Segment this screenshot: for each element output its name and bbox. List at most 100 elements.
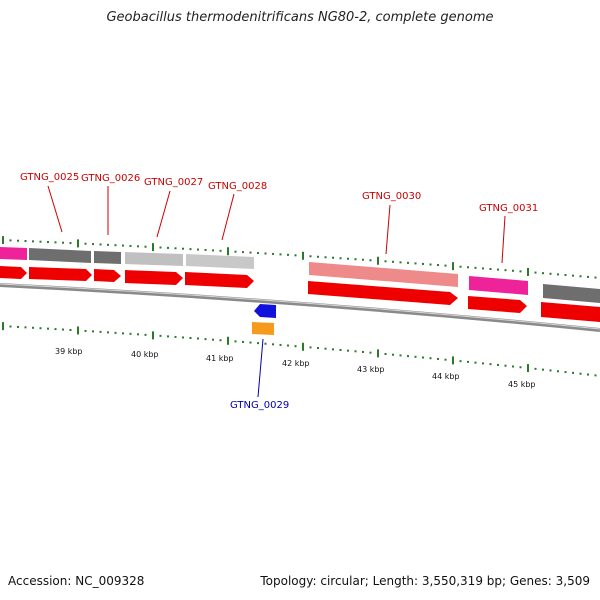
gene-block-gtng-0026[interactable] xyxy=(94,251,121,264)
inner-track-minor-tick xyxy=(347,349,349,352)
scale-label-42kbp: 42 kbp xyxy=(282,359,310,368)
gene-label-group: GTNG_0025 GTNG_0026 GTNG_0027 GTNG_0028 … xyxy=(20,172,538,411)
inner-track-minor-tick xyxy=(489,363,492,366)
scale-label-43kbp: 43 kbp xyxy=(357,365,385,374)
inner-track-minor-tick xyxy=(39,327,42,330)
outer-track-minor-tick xyxy=(474,266,477,269)
outer-track-minor-tick xyxy=(92,243,94,246)
cds-arrow-right[interactable] xyxy=(541,302,600,322)
gene-label-gtng-0026[interactable]: GTNG_0026 xyxy=(81,173,140,184)
gene-label-gtng-0025[interactable]: GTNG_0025 xyxy=(20,172,79,183)
cds-arrow-gtng-0030[interactable] xyxy=(308,281,458,305)
inner-track-minor-tick xyxy=(219,339,222,342)
gene-label-gtng-0029[interactable]: GTNG_0029 xyxy=(230,400,289,411)
outer-track-minor-tick xyxy=(542,272,544,275)
inner-track-minor-tick xyxy=(159,334,162,337)
scale-label-44kbp: 44 kbp xyxy=(432,372,460,381)
inner-track-minor-tick xyxy=(92,330,94,333)
gene-label-gtng-0030[interactable]: GTNG_0030 xyxy=(362,191,421,202)
outer-track-minor-tick xyxy=(339,257,342,260)
outer-track-minor-tick xyxy=(69,242,72,245)
outer-track-minor-tick xyxy=(39,240,42,243)
outer-track-minor-tick xyxy=(107,243,109,246)
outer-track-minor-tick xyxy=(332,256,334,259)
outer-track-minor-tick xyxy=(369,259,372,262)
leader-gtng-0029 xyxy=(257,338,264,398)
gene-label-gtng-0027[interactable]: GTNG_0027 xyxy=(144,177,203,188)
cds-arrow-gtng-0026[interactable] xyxy=(94,269,121,282)
cds-arrow-gtng-0029[interactable] xyxy=(254,304,276,318)
inner-track-minor-tick xyxy=(369,351,372,354)
cds-arrow-gtng-0025[interactable] xyxy=(29,267,92,281)
inner-track-minor-tick xyxy=(264,342,267,345)
outer-track-minor-tick xyxy=(174,247,177,250)
outer-track-minor-tick xyxy=(159,246,162,249)
genome-backbone-highlight xyxy=(0,283,600,330)
gene-block-pink-left[interactable] xyxy=(0,247,27,260)
inner-track-minor-tick xyxy=(512,365,514,368)
inner-track-major-tick xyxy=(452,356,454,365)
gene-block-gtng-0029[interactable] xyxy=(252,322,274,335)
inner-track-minor-tick xyxy=(467,360,469,363)
outer-track-major-tick xyxy=(527,267,529,276)
inner-track-minor-tick xyxy=(242,340,244,343)
inner-track-minor-tick xyxy=(62,328,64,331)
inner-tick-track xyxy=(2,322,597,377)
cds-arrow-gtng-0031[interactable] xyxy=(468,296,527,313)
gene-block-row xyxy=(0,247,600,303)
inner-track-major-tick xyxy=(77,326,79,335)
outer-track-minor-tick xyxy=(167,246,169,249)
inner-track-minor-tick xyxy=(354,350,357,353)
outer-track-minor-tick xyxy=(497,268,499,271)
outer-track-major-tick xyxy=(2,236,4,245)
gene-block-right-grey[interactable] xyxy=(543,284,600,303)
cds-arrow-gtng-0028[interactable] xyxy=(185,272,254,288)
outer-track-minor-tick xyxy=(219,249,222,252)
outer-track-minor-tick xyxy=(444,264,447,267)
outer-track-minor-tick xyxy=(564,274,567,277)
inner-track-minor-tick xyxy=(129,332,132,335)
outer-track-minor-tick xyxy=(557,273,559,276)
outer-track-minor-tick xyxy=(414,262,417,265)
gene-block-gtng-0027[interactable] xyxy=(125,252,183,266)
gene-block-gtng-0025[interactable] xyxy=(29,248,91,263)
inner-track-major-tick xyxy=(302,342,304,351)
outer-track-minor-tick xyxy=(17,239,19,242)
gene-label-gtng-0031[interactable]: GTNG_0031 xyxy=(479,203,538,214)
inner-track-minor-tick xyxy=(587,373,589,376)
inner-track-minor-tick xyxy=(317,347,319,350)
inner-track-minor-tick xyxy=(414,355,417,358)
outer-track-minor-tick xyxy=(549,272,552,275)
inner-track-minor-tick xyxy=(594,374,597,377)
inner-track-minor-tick xyxy=(249,341,252,344)
inner-track-minor-tick xyxy=(84,329,87,332)
gene-block-gtng-0028[interactable] xyxy=(186,254,254,269)
inner-track-minor-tick xyxy=(122,332,124,335)
outer-track-minor-tick xyxy=(272,252,274,255)
inner-track-minor-tick xyxy=(272,343,274,346)
gene-block-gtng-0031[interactable] xyxy=(469,276,528,295)
outer-track-minor-tick xyxy=(257,252,259,255)
cds-arrow-left[interactable] xyxy=(0,266,27,279)
outer-track-minor-tick xyxy=(62,241,64,244)
gene-label-gtng-0028[interactable]: GTNG_0028 xyxy=(208,181,267,192)
leader-gtng-0025 xyxy=(47,185,63,233)
cds-arrow-gtng-0027[interactable] xyxy=(125,270,183,285)
outer-track-minor-tick xyxy=(392,260,394,263)
inner-track-major-tick xyxy=(2,322,4,331)
inner-track-minor-tick xyxy=(32,326,34,329)
inner-track-minor-tick xyxy=(287,344,289,347)
outer-track-minor-tick xyxy=(197,248,199,251)
inner-track-minor-tick xyxy=(107,331,109,334)
outer-track-minor-tick xyxy=(399,261,402,264)
gene-block-gtng-0030[interactable] xyxy=(309,262,458,287)
outer-track-minor-tick xyxy=(429,263,432,266)
outer-track-minor-tick xyxy=(264,252,267,255)
accession-text: Accession: NC_009328 xyxy=(8,574,145,588)
inner-track-major-tick xyxy=(152,331,154,340)
outer-track-minor-tick xyxy=(534,271,537,274)
inner-track-major-tick xyxy=(227,336,229,345)
outer-tick-track xyxy=(2,236,597,279)
outer-track-minor-tick xyxy=(242,251,244,254)
